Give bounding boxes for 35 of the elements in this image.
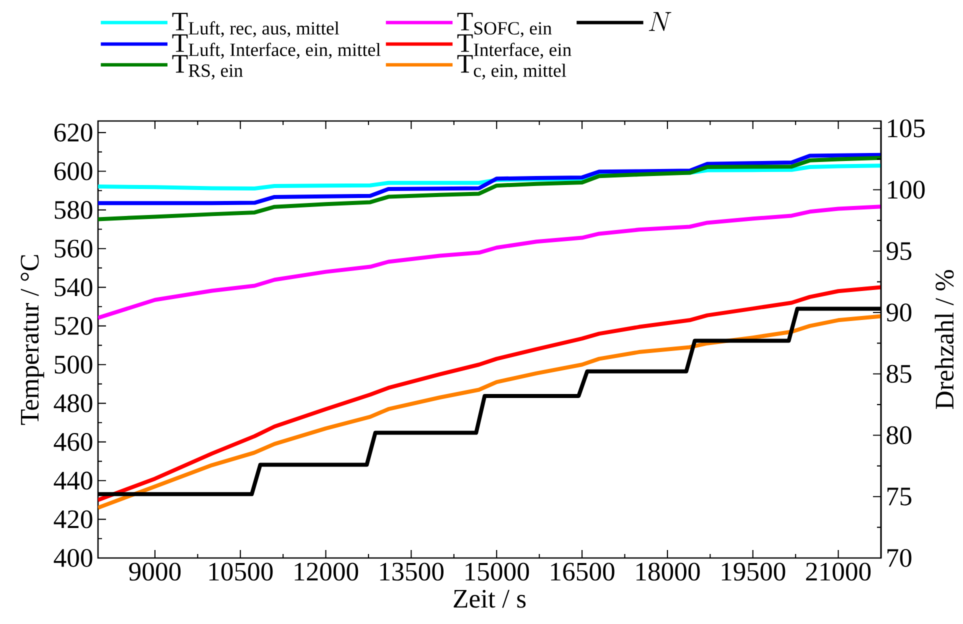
x-tick-label: 9000 [129,562,181,581]
x-tick-label: 13500 [380,562,444,581]
y2-tick-label: 85 [886,364,912,383]
x-tick-label: 15000 [466,562,529,581]
y2-tick-label: 70 [887,548,912,567]
y-tick-label: 580 [54,200,92,219]
x-axis-title: Zeit / s [454,590,526,608]
y-tick-label: 620 [54,124,92,142]
y2-tick-label: 80 [886,426,912,444]
y-tick-label: 460 [54,432,92,451]
y2-tick-label: 100 [888,180,925,199]
x-tick-label: 19500 [722,562,786,581]
y2-axis-title: Drehzahl / % [934,270,954,410]
y-tick-label: 480 [54,394,92,412]
y-tick-label: 540 [54,278,92,296]
y-tick-label: 600 [54,162,92,180]
y2-tick-label: 90 [886,303,912,322]
legend-label: $N$ [648,12,672,31]
x-tick-label: 12000 [294,562,358,581]
x-tick-label: 16500 [551,562,614,581]
x-tick-label: 10500 [209,562,273,581]
y2-tick-label: 95 [886,242,912,260]
x-tick-label: 21000 [806,562,871,581]
y2-tick-label: 105 [888,119,925,138]
line-series [98,204,882,320]
line-series [98,156,882,222]
y-tick-label: 400 [54,548,92,567]
y2-tick-label: 75 [887,488,912,506]
y-tick-label: 440 [54,472,92,490]
y-tick-label: 500 [54,356,92,374]
x-tick-label: 18000 [636,562,700,581]
y-tick-label: 520 [54,316,92,335]
y-tick-label: 560 [54,240,92,258]
y-tick-label: 420 [54,510,92,528]
y-axis-title: Temperatur / °C [20,255,44,425]
